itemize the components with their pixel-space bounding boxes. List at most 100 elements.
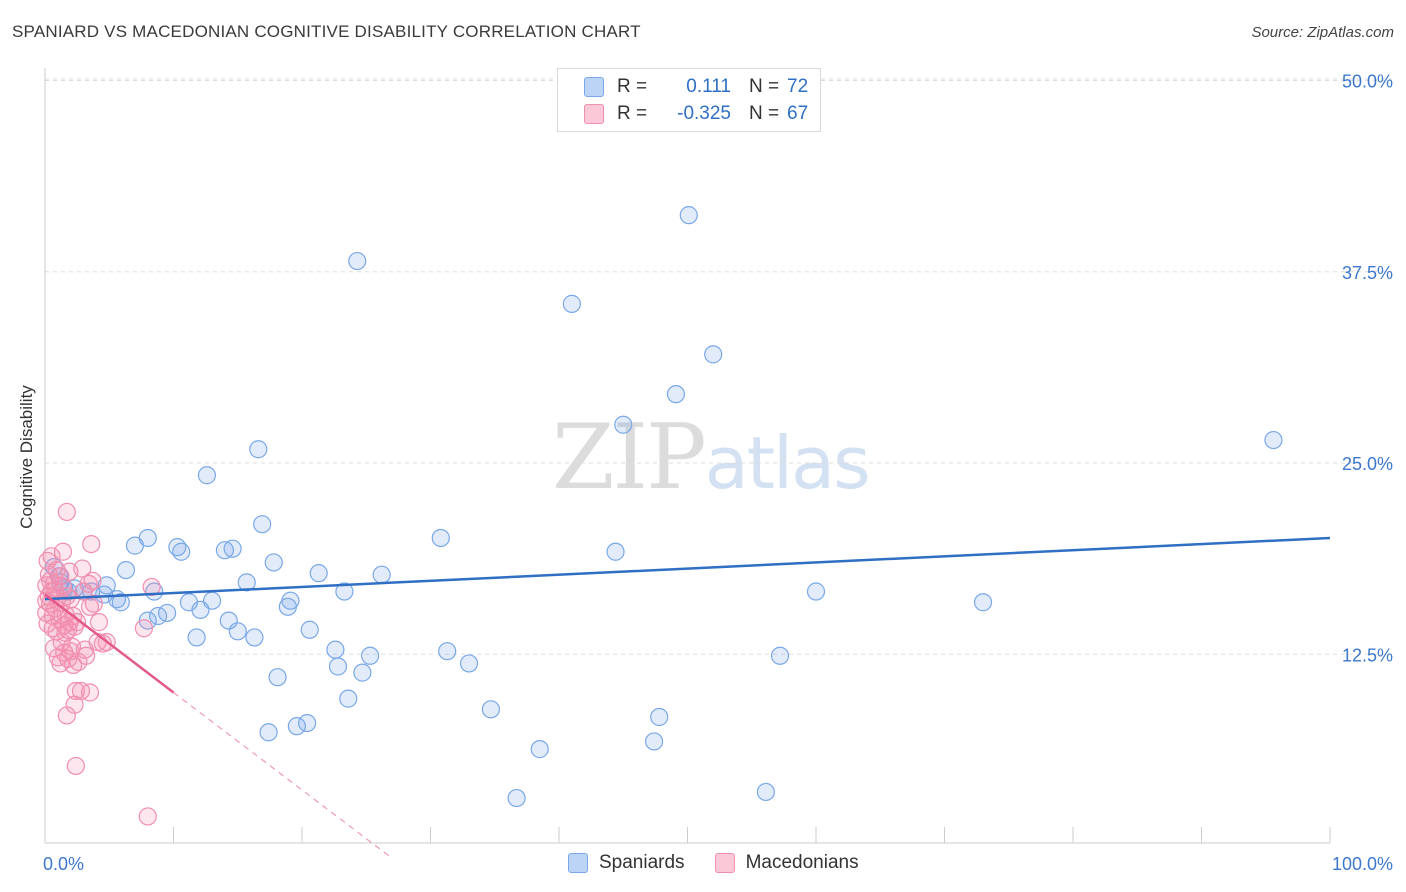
spaniard-point [806,582,826,601]
x-tick-label: 0.0% [43,854,84,874]
chart-title: SPANIARD VS MACEDONIAN COGNITIVE DISABIL… [12,22,641,41]
spaniard-point [666,385,686,404]
spaniard-point [431,528,450,548]
legend-row-macedonians: R = -0.325 N = 67 [558,101,808,127]
y-tick-label: 50.0% [1342,72,1393,92]
y-tick-label: 25.0% [1342,454,1393,474]
spaniard-point [172,542,191,561]
spaniard-point [650,707,669,727]
spaniard-point [326,640,345,659]
spaniard-point [215,541,234,560]
spaniard-trend-line [44,536,1331,601]
spaniard-point [202,591,222,610]
macedonian-point [84,594,103,613]
spaniard-point [298,713,317,733]
spaniard-point [614,415,633,434]
spaniard-point [372,565,391,584]
macedonian-point [66,756,85,776]
macedonian-point [71,681,91,701]
spaniard-point [644,732,664,751]
spaniard-point [328,657,348,676]
spaniard-point [116,560,136,580]
macedonian-point [142,577,161,597]
macedonians-swatch [584,104,604,124]
macedonian-point [53,542,73,561]
spaniard-point [459,654,479,673]
spaniard-point [481,700,500,719]
macedonian-point [51,567,70,586]
macedonian-point [57,502,76,522]
y-tick-label: 37.5% [1342,263,1393,283]
spaniard-point [97,576,116,595]
n-label: N = [749,76,780,97]
spaniard-point [300,620,319,639]
spaniard-point [339,689,358,708]
spaniard-point [249,440,268,459]
spaniard-point [228,622,247,641]
spaniard-point [335,582,354,601]
macedonian-point [82,534,101,554]
spaniard-point [197,466,217,485]
spaniard-point [353,663,372,682]
spaniard-point [268,668,287,687]
macedonian-point [42,547,61,566]
watermark: ZIPatlas [552,405,871,510]
n-label: N = [749,103,780,124]
spaniard-point [223,539,242,558]
legend-item-macedonians[interactable]: Macedonians [714,852,859,874]
spaniard-point [245,628,264,647]
macedonian-point [89,613,109,632]
r-value: -0.325 [677,103,731,124]
source-credit: Source: ZipAtlas.com [1251,24,1394,41]
legend-label: Macedonians [745,852,859,873]
spaniard-point [309,564,328,583]
spaniard-point [281,591,300,610]
watermark-zip: ZIP [552,405,707,510]
spaniard-point [287,717,306,736]
n-value: 67 [787,103,809,124]
spaniard-point [606,542,625,561]
macedonian-point [64,655,83,675]
spaniard-point [756,782,775,802]
macedonians-swatch [714,853,735,873]
macedonian-trend-line [44,593,175,694]
spaniard-point [253,515,272,534]
spaniard-point [264,553,283,572]
macedonian-point [80,683,100,702]
macedonian-point [83,571,102,590]
x-tick-label: 100.0% [1332,854,1393,874]
watermark-atlas: atlas [704,421,871,505]
spaniard-point [770,646,790,665]
spaniard-point [237,573,256,592]
spaniard-point [259,723,278,742]
macedonian-point [66,681,85,701]
spaniard-point [348,251,367,271]
spaniard-point [679,206,698,225]
spaniards-swatch [584,77,604,97]
legend-label: Spaniards [599,852,685,873]
spaniard-point [704,345,723,364]
legend-row-spaniards: R = 0.111 N = 72 [558,74,808,100]
spaniards-swatch [568,853,588,873]
spaniard-point [973,593,993,612]
series-legend: Spaniards Macedonians [568,852,889,874]
correlation-legend: R = 0.111 N = 72 R = -0.325 N = 67 [557,68,821,132]
legend-item-spaniards[interactable]: Spaniards [568,852,685,874]
spaniard-point [562,294,581,313]
macedonian-point [73,559,92,578]
r-label: R = [617,103,648,124]
macedonian-point [77,646,96,665]
macedonian-point [138,807,157,826]
r-value: 0.111 [686,76,731,97]
macedonian-point [68,613,87,632]
spaniard-point [530,740,549,759]
spaniard-point [125,536,145,555]
macedonian-trend-extension [173,692,390,857]
spaniard-point [1264,430,1283,450]
spaniard-point [507,788,526,808]
r-label: R = [617,76,648,97]
y-tick-label: 12.5% [1342,645,1393,665]
spaniard-point [111,593,130,612]
spaniard-point [438,642,457,661]
